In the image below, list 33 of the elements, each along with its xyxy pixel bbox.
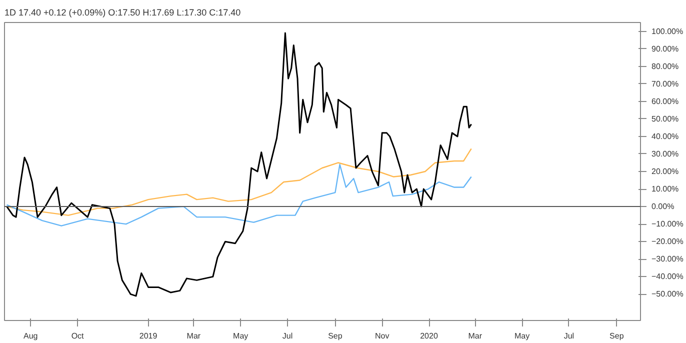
x-tick-label: Oct	[71, 332, 85, 340]
y-tick-label: 80.00%	[652, 62, 679, 71]
y-tick-label: 50.00%	[652, 114, 679, 124]
x-tick-label: Sep	[610, 332, 624, 340]
x-tick-label: May	[514, 332, 530, 340]
y-tick-label: 40.00%	[652, 132, 679, 141]
text: 1D 17.40 +0.12 (+0.09%) O:17.50 H:17.69 L:17.30 C:17.40	[4, 8, 241, 18]
x-tick-label: May	[233, 332, 248, 340]
x-tick-label: Nov	[374, 332, 390, 340]
line-series	[6, 164, 472, 226]
y-tick-label: −10.00%	[652, 220, 684, 229]
y-tick-label: −50.00%	[652, 290, 684, 299]
y-tick-label: 70.00%	[652, 79, 679, 88]
y-tick-label: −30.00%	[652, 254, 684, 264]
y-tick-label: 20.00%	[652, 167, 679, 176]
x-tick-label: Jul	[282, 332, 293, 340]
y-tick-label: 0.00%	[652, 202, 674, 212]
x-tick-label: Jul	[564, 332, 574, 340]
y-tick-label: 10.00%	[652, 184, 679, 194]
x-tick-label: Mar	[186, 332, 201, 340]
y-tick-label: 60.00%	[652, 96, 679, 106]
y-tick-label: 30.00%	[652, 149, 679, 158]
x-tick-label: Aug	[24, 332, 38, 340]
x-tick-label: 2020	[420, 332, 438, 340]
x-tick-label: Mar	[468, 332, 482, 340]
y-tick-label: −40.00%	[652, 272, 684, 282]
y-tick-label: 90.00%	[652, 44, 679, 54]
x-tick-label: Sep	[328, 332, 343, 340]
y-tick-label: −20.00%	[652, 237, 684, 246]
y-tick-label: 100.00%	[652, 26, 684, 36]
line-series	[6, 32, 472, 297]
line-series	[6, 148, 472, 216]
x-tick-label: 2019	[139, 332, 158, 340]
